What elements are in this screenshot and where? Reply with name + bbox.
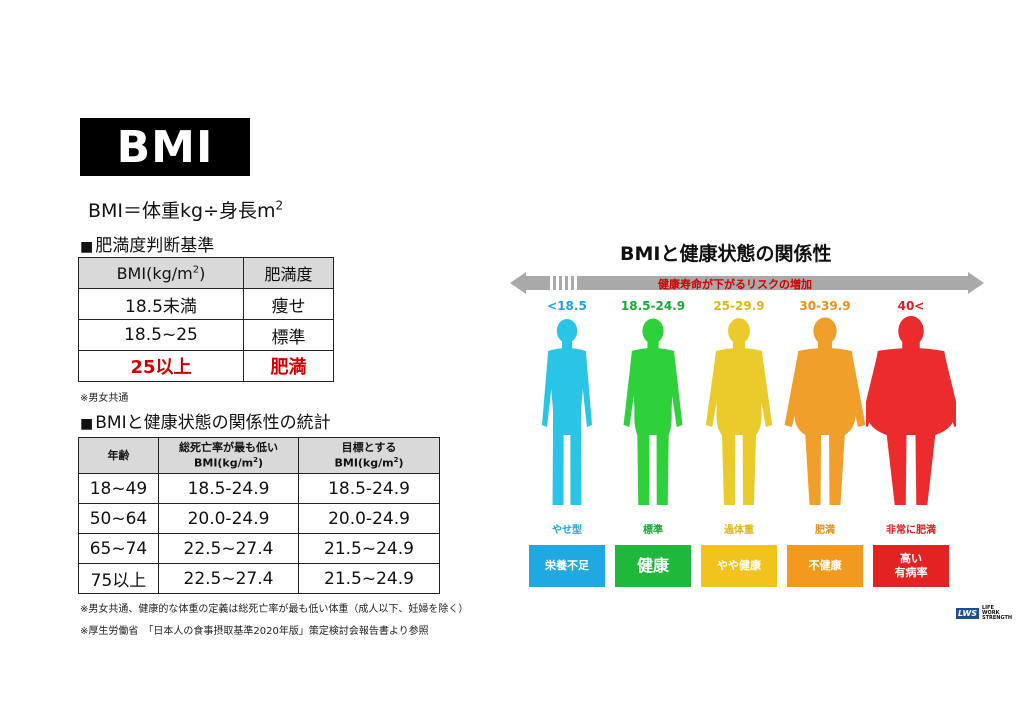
table-row: 75以上 22.5~27.4 21.5~24.9 xyxy=(78,563,440,594)
header-lowest-mortality: 総死亡率が最も低い BMI(kg/m2) xyxy=(158,437,299,474)
body-silhouette xyxy=(542,319,592,505)
section-obesity-criteria: ■ 肥満度判断基準 xyxy=(80,236,215,256)
health-status-box: 高い 有病率 xyxy=(873,545,949,587)
note-source: ※厚生労働省 「日本人の食事摂取基準2020年版」策定検討会報告書より参照 xyxy=(80,626,429,637)
table-row: 18.5未満 痩せ xyxy=(78,288,335,320)
bmi-statistics-table: 年齢 総死亡率が最も低い BMI(kg/m2) 目標とする BMI(kg/m2)… xyxy=(78,437,440,594)
health-status-box: 栄養不足 xyxy=(529,545,605,587)
body-silhouette xyxy=(705,318,773,505)
page-title: BMI xyxy=(80,118,250,176)
obesity-criteria-table: BMI(kg/m2) 肥満度 18.5未満 痩せ 18.5~25 標準 25以上… xyxy=(78,257,335,382)
arrow-right-icon xyxy=(968,272,984,294)
body-silhouette xyxy=(623,318,683,505)
health-status-box: やや健康 xyxy=(701,545,777,587)
header-level: 肥満度 xyxy=(242,257,335,289)
body-type-label: 非常に肥満 xyxy=(886,525,936,536)
body-silhouette xyxy=(784,317,866,505)
bmi-formula: BMI＝体重kg÷身長m2 xyxy=(88,198,284,222)
header-age: 年齢 xyxy=(78,437,159,474)
arrow-left-icon xyxy=(510,272,526,294)
note-definition: ※男女共通、健康的な体重の定義は総死亡率が最も低い体重（成人以下、妊婦を除く） xyxy=(80,604,469,615)
bmi-range-label: 30-39.9 xyxy=(799,299,851,313)
body-type-label: やせ型 xyxy=(552,525,582,536)
body-silhouette xyxy=(866,316,956,505)
risk-arrow-label: 健康寿命が下がるリスクの増加 xyxy=(658,278,812,291)
bmi-range-label: 25-29.9 xyxy=(713,299,765,313)
arrow-stripes xyxy=(550,276,580,290)
bmi-range-label: 18.5-24.9 xyxy=(620,299,686,313)
body-type-label: 肥満 xyxy=(815,525,835,536)
section-bmi-statistics: ■ BMIと健康状態の関係性の統計 xyxy=(80,413,331,433)
graphic-title: BMIと健康状態の関係性 xyxy=(620,243,832,265)
company-logo: LWS LIFE WORK STRENGTH xyxy=(956,605,1013,621)
table-row: 18~49 18.5-24.9 18.5-24.9 xyxy=(78,473,440,504)
health-status-box: 健康 xyxy=(615,545,691,587)
note-gender: ※男女共通 xyxy=(80,393,129,404)
table-row: 65~74 22.5~27.4 21.5~24.9 xyxy=(78,533,440,564)
health-status-box: 不健康 xyxy=(787,545,863,587)
table-row: 25以上 肥満 xyxy=(78,350,335,382)
body-type-label: 標準 xyxy=(643,525,663,536)
body-type-label: 過体重 xyxy=(724,525,754,536)
table-row: 50~64 20.0-24.9 20.0-24.9 xyxy=(78,503,440,534)
bmi-range-label: <18.5 xyxy=(547,299,587,313)
bmi-range-label: 40< xyxy=(897,299,925,313)
table-row: 18.5~25 標準 xyxy=(78,319,335,351)
risk-arrow xyxy=(510,272,984,294)
header-bmi: BMI(kg/m2) xyxy=(78,257,244,289)
header-target: 目標とする BMI(kg/m2) xyxy=(298,437,440,474)
